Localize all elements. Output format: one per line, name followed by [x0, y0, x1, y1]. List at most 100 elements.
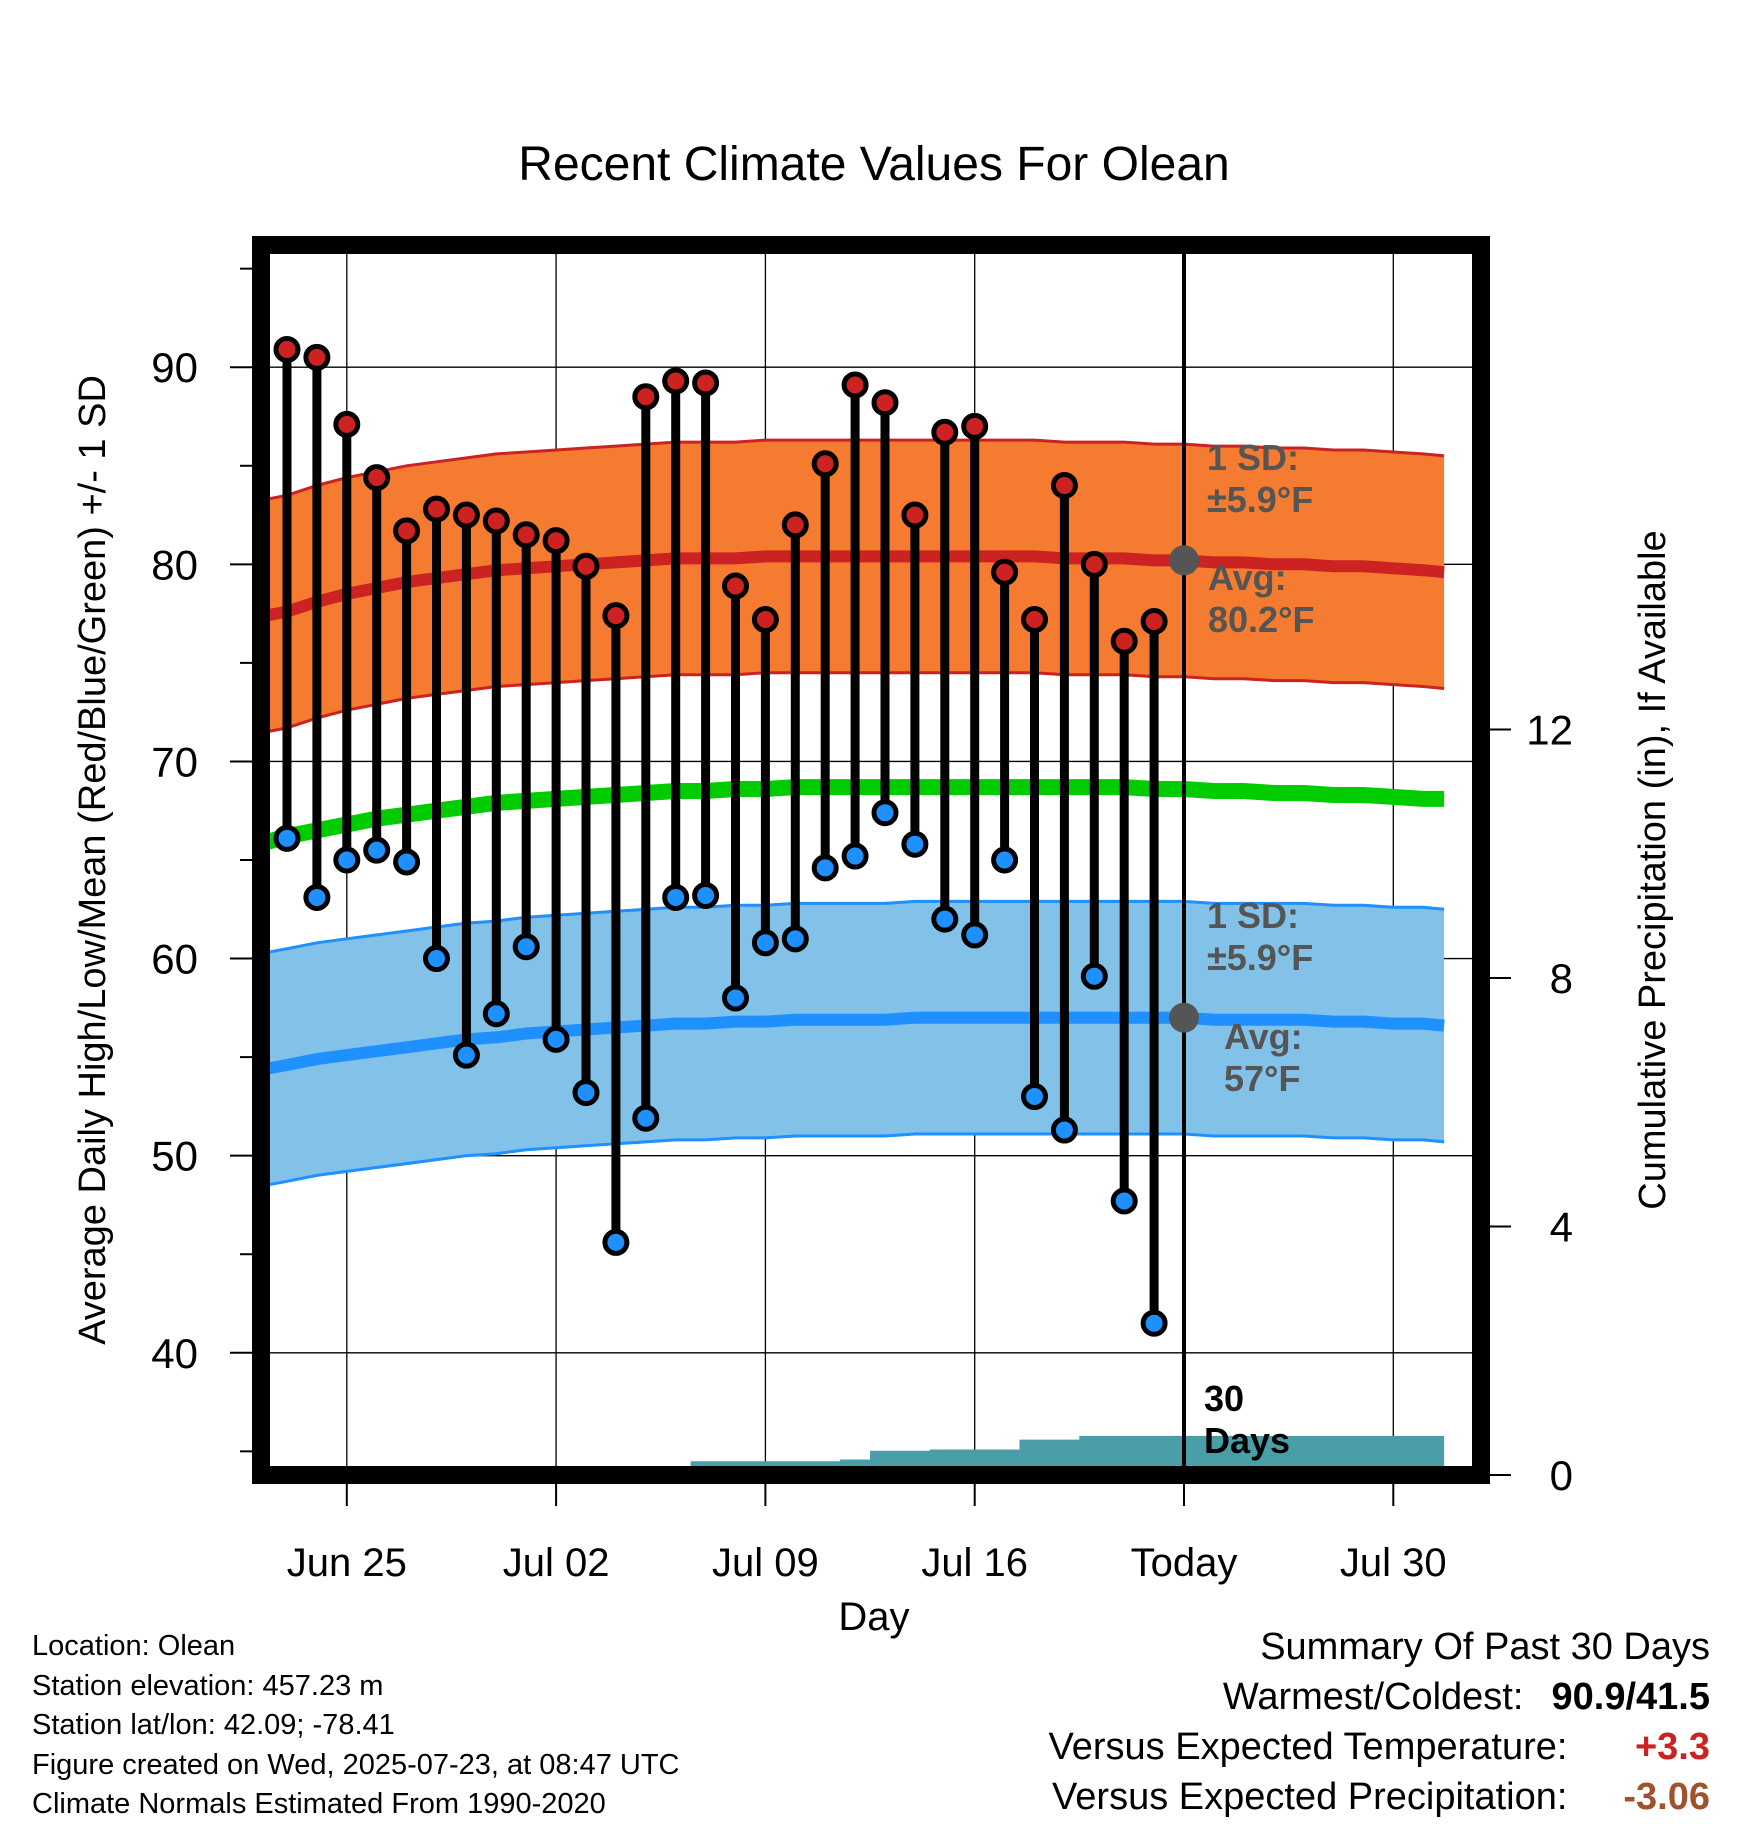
low-temp-point — [393, 848, 421, 876]
precip-row: Versus Expected Precipitation: -3.06 — [1049, 1772, 1710, 1822]
high-temp-point — [1021, 606, 1048, 634]
high-temp-point — [811, 450, 839, 478]
high-avg-annotation: 80.2°F — [1208, 599, 1314, 640]
high-temp-point — [901, 501, 929, 529]
y-tick-label: 80 — [151, 541, 198, 588]
high-temp-point — [512, 521, 540, 549]
temp-row: Versus Expected Temperature: +3.3 — [1049, 1722, 1710, 1772]
low-sd-lower-edge — [265, 1132, 1445, 1187]
high-temp-point — [961, 412, 989, 440]
high-temp-point — [423, 495, 450, 523]
low-avg-annotation: 57°F — [1224, 1058, 1300, 1099]
y2-tick-label: 4 — [1550, 1204, 1573, 1251]
y2-tick-label: 0 — [1550, 1452, 1573, 1499]
normal-low-line — [264, 1011, 1445, 1075]
x-tick-label: Jun 25 — [287, 1541, 407, 1585]
today-days-annotation: Days — [1204, 1420, 1290, 1461]
low-avg-annotation: Avg: — [1224, 1016, 1303, 1057]
latlon-text: Station lat/lon: 42.09; -78.41 — [32, 1709, 395, 1741]
x-tick-label: Today — [1131, 1541, 1238, 1585]
location-text: Location: Olean — [32, 1630, 236, 1662]
precip-label: Versus Expected Precipitation: — [1052, 1776, 1568, 1818]
temp-label: Versus Expected Temperature: — [1048, 1726, 1568, 1768]
high-temp-point — [1110, 627, 1138, 655]
plot-frame — [252, 236, 1490, 1484]
high-temp-point — [452, 501, 480, 529]
low-temp-point — [722, 984, 749, 1012]
high-temp-point — [333, 410, 361, 438]
y2-tick-label: 8 — [1550, 955, 1573, 1002]
high-temp-point — [931, 418, 959, 446]
low-temp-point — [273, 824, 301, 852]
low-temp-point — [871, 799, 899, 827]
warm-cold-value: 90.9/41.5 — [1551, 1676, 1710, 1718]
low-temp-point — [901, 830, 929, 858]
low-temp-point — [602, 1228, 630, 1256]
high-temp-point — [632, 383, 660, 411]
high-temp-point — [781, 511, 809, 539]
high-avg-annotation: Avg: — [1208, 557, 1287, 598]
low-temp-point — [781, 925, 809, 953]
low-sd-annotation: ±5.9°F — [1207, 937, 1313, 978]
high-temp-point — [1080, 550, 1108, 578]
y2-axis-label: Cumulative Precipitation (in), If Availa… — [1632, 530, 1674, 1209]
high-temp-point — [722, 572, 749, 600]
low-temp-point — [662, 883, 690, 911]
x-tick-label: Jul 09 — [712, 1541, 819, 1585]
low-temp-point — [303, 883, 331, 911]
high-temp-point — [602, 602, 630, 630]
high-sd-annotation: ±5.9°F — [1207, 479, 1313, 520]
station-info: Location: Olean Station elevation: 457.2… — [32, 1627, 680, 1825]
low-temp-point — [512, 933, 540, 961]
high-temp-point — [542, 527, 570, 555]
high-temp-point — [1050, 471, 1078, 499]
low-temp-point — [1140, 1309, 1168, 1337]
low-temp-point — [572, 1079, 600, 1107]
high-temp-point — [841, 371, 869, 399]
high-temp-point — [991, 558, 1019, 586]
low-temp-point — [632, 1104, 660, 1132]
temp-value: +3.3 — [1634, 1726, 1710, 1768]
y2-tick-label: 12 — [1526, 707, 1573, 754]
low-temp-point — [1110, 1187, 1138, 1215]
x-axis-label: Day — [838, 1595, 909, 1639]
high-temp-point — [871, 389, 899, 417]
low-temp-point — [452, 1041, 480, 1069]
low-temp-point — [1050, 1116, 1078, 1144]
low-temp-point — [333, 846, 361, 874]
x-tick-label: Jul 02 — [503, 1541, 610, 1585]
low-temp-point — [1021, 1083, 1048, 1111]
low-temp-point — [961, 921, 989, 949]
low-sd-annotation: 1 SD: — [1207, 895, 1299, 936]
low-temp-point — [482, 1000, 510, 1028]
low-temp-point — [841, 842, 869, 870]
created-text: Figure created on Wed, 2025-07-23, at 08… — [32, 1748, 680, 1781]
summary-panel: Summary Of Past 30 Days Warmest/Coldest:… — [1049, 1622, 1710, 1822]
today-days-annotation: 30 — [1204, 1378, 1244, 1419]
y-tick-label: 70 — [151, 738, 198, 785]
high-temp-point — [273, 335, 301, 363]
precip-area — [266, 1435, 1445, 1475]
high-temp-point — [662, 367, 690, 395]
low-temp-point — [1080, 962, 1108, 990]
summary-title: Summary Of Past 30 Days — [1260, 1626, 1710, 1668]
precip-value: -3.06 — [1623, 1776, 1710, 1818]
elevation-text: Station elevation: 457.23 m — [32, 1669, 384, 1702]
high-temp-point — [393, 517, 421, 545]
high-temp-point — [303, 343, 331, 371]
high-temp-point — [363, 464, 391, 492]
y-tick-label: 40 — [151, 1330, 198, 1377]
normals-text: Climate Normals Estimated From 1990-2020 — [32, 1788, 606, 1820]
today-low-avg-marker — [1169, 1002, 1199, 1033]
y-axis-label: Average Daily High/Low/Mean (Red/Blue/Gr… — [72, 375, 114, 1345]
x-tick-label: Jul 16 — [921, 1541, 1028, 1585]
x-tick-label: Jul 30 — [1340, 1541, 1447, 1585]
y-tick-label: 60 — [151, 936, 198, 983]
high-temp-point — [1140, 607, 1168, 635]
low-temp-point — [991, 846, 1019, 874]
low-temp-point — [423, 945, 450, 973]
high-temp-point — [482, 507, 510, 535]
low-temp-point — [542, 1025, 570, 1053]
high-sd-annotation: 1 SD: — [1207, 437, 1299, 478]
